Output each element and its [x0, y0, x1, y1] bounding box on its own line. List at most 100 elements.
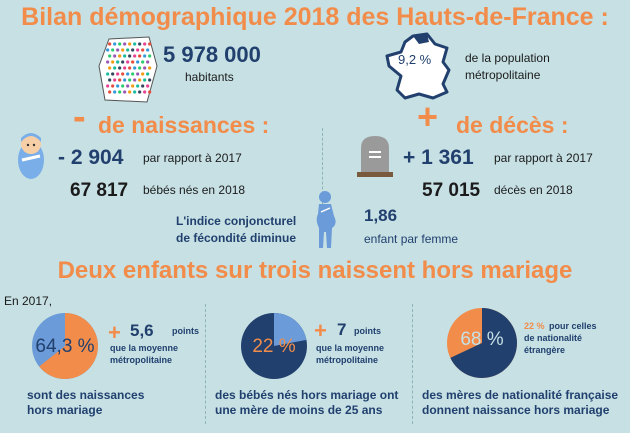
- card2-value: 7: [337, 320, 347, 339]
- crowd-person-dot: [126, 72, 130, 76]
- pie2-slice: [274, 313, 307, 346]
- card1-value: 5,6: [130, 321, 154, 340]
- fertility-label-1: L'indice conjoncturel: [176, 214, 297, 228]
- card2-points: points: [354, 326, 381, 336]
- section-subtitle: Deux enfants sur trois naissent hors mar…: [57, 257, 573, 284]
- card2-caption-1: des bébés nés hors mariage ont: [215, 388, 399, 402]
- crowd-person-dot: [118, 42, 122, 46]
- crowd-person-dot: [131, 60, 135, 64]
- crowd-person-dot: [138, 66, 142, 70]
- crowd-person-dot: [146, 60, 150, 64]
- crowd-person-dot: [123, 78, 127, 82]
- card1-plus: +: [108, 320, 121, 345]
- crowd-person-dot: [138, 42, 142, 46]
- crowd-person-dot: [126, 48, 130, 52]
- crowd-person-dot: [146, 48, 150, 52]
- crowd-person-dot: [121, 84, 125, 88]
- population-share: 9,2 %: [398, 52, 432, 67]
- card2-caption-2: une mère de moins de 25 ans: [215, 403, 383, 417]
- crowd-person-dot: [121, 60, 125, 64]
- crowd-person-dot: [108, 66, 112, 70]
- crowd-person-dot: [136, 60, 140, 64]
- crowd-person-dot: [123, 54, 127, 58]
- deaths-difference-label: par rapport à 2017: [494, 151, 593, 165]
- tombstone-icon: [357, 136, 393, 177]
- crowd-person-dot: [143, 66, 147, 70]
- crowd-person-dot: [143, 78, 147, 82]
- baby-icon: [18, 133, 44, 179]
- crowd-person-dot: [141, 84, 145, 88]
- card-divider-1: [205, 304, 206, 424]
- card2-plus: +: [314, 318, 327, 343]
- crowd-person-dot: [138, 78, 142, 82]
- crowd-person-dot: [123, 66, 127, 70]
- card3-caption-2: donnent naissance hors mariage: [422, 403, 610, 417]
- pie-label-3: 68 %: [460, 329, 504, 350]
- crowd-person-dot: [123, 42, 127, 46]
- crowd-person-dot: [111, 72, 115, 76]
- crowd-person-dot: [113, 90, 117, 94]
- crowd-person-dot: [116, 72, 120, 76]
- crowd-person-dot: [113, 66, 117, 70]
- crowd-person-dot: [126, 60, 130, 64]
- population-share-label-1: de la population: [465, 51, 550, 65]
- crowd-person-dot: [136, 84, 140, 88]
- crowd-person-dot: [116, 60, 120, 64]
- pie-label-1: 64,3 %: [35, 336, 95, 357]
- crowd-person-dot: [141, 60, 145, 64]
- crowd-person-dot: [113, 42, 117, 46]
- population-value: 5 978 000: [163, 42, 261, 67]
- crowd-person-dot: [131, 48, 135, 52]
- crowd-person-dot: [131, 84, 135, 88]
- page-title: Bilan démographique 2018 des Hauts-de-Fr…: [21, 3, 609, 31]
- card3-line3: étrangère: [524, 345, 566, 355]
- population-share-label-2: métropolitaine: [465, 68, 541, 82]
- crowd-person-dot: [141, 48, 145, 52]
- deaths-total: 57 015: [422, 180, 481, 201]
- crowd-person-dot: [141, 72, 145, 76]
- fertility-unit: enfant par femme: [364, 232, 459, 246]
- crowd-person-dot: [118, 54, 122, 58]
- france-map-icon: [385, 32, 451, 100]
- crowd-person-dot: [128, 66, 132, 70]
- crowd-person-dot: [148, 90, 152, 94]
- pie-chart-3: [447, 308, 517, 378]
- crowd-map-icon: [98, 36, 158, 103]
- crowd-person-dot: [146, 72, 150, 76]
- crowd-person-dot: [148, 54, 152, 58]
- crowd-person-dot: [108, 90, 112, 94]
- card1-caption-1: sont des naissances: [27, 388, 145, 402]
- crowd-person-dot: [106, 48, 110, 52]
- crowd-person-dot: [106, 60, 110, 64]
- crowd-person-dot: [118, 78, 122, 82]
- births-total-label: bébés nés en 2018: [143, 183, 246, 197]
- births-total: 67 817: [70, 180, 129, 201]
- crowd-person-dot: [136, 48, 140, 52]
- crowd-person-dot: [146, 84, 150, 88]
- crowd-person-dot: [106, 84, 110, 88]
- crowd-person-dot: [148, 42, 152, 46]
- crowd-person-dot: [113, 54, 117, 58]
- crowd-person-dot: [133, 78, 137, 82]
- fertility-label-2: de fécondité diminue: [176, 231, 297, 245]
- crowd-person-dot: [111, 84, 115, 88]
- card1-points: points: [172, 326, 199, 336]
- deaths-heading: de décès :: [456, 112, 569, 138]
- crowd-person-dot: [136, 72, 140, 76]
- crowd-person-dot: [108, 78, 112, 82]
- crowd-person-dot: [148, 78, 152, 82]
- crowd-person-dot: [116, 48, 120, 52]
- births-difference-label: par rapport à 2017: [143, 151, 242, 165]
- crowd-person-dot: [128, 90, 132, 94]
- crowd-person-dot: [143, 54, 147, 58]
- crowd-person-dot: [133, 90, 137, 94]
- births-heading: de naissances :: [98, 112, 270, 138]
- crowd-person-dot: [138, 54, 142, 58]
- crowd-person-dot: [118, 90, 122, 94]
- crowd-person-dot: [128, 42, 132, 46]
- plus-sign: +: [417, 96, 439, 137]
- card1-line2: métropolitaine: [110, 355, 173, 365]
- card3-caption-1: des mères de nationalité française: [422, 388, 619, 402]
- card3-line1: pour celles: [549, 321, 597, 331]
- crowd-person-dot: [143, 42, 147, 46]
